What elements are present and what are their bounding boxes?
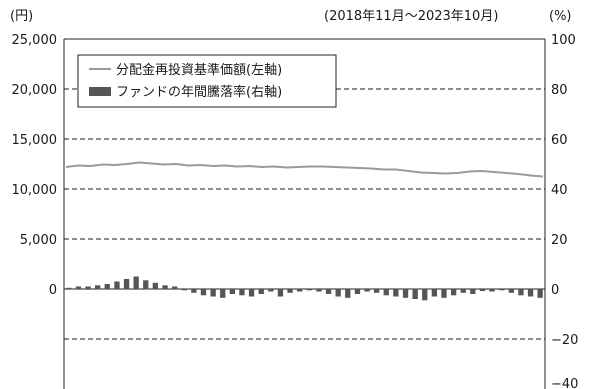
return-bar (335, 289, 341, 297)
return-bar (297, 289, 303, 292)
return-bar (412, 289, 418, 299)
return-bar (383, 289, 389, 296)
left-tick-label: 25,000 (12, 33, 58, 48)
return-bar (162, 285, 168, 290)
legend-bar-swatch (89, 87, 111, 96)
return-bar (460, 289, 466, 293)
right-unit-label: (%) (549, 9, 572, 24)
right-tick-label: 0 (551, 283, 559, 298)
return-bar (393, 289, 399, 297)
return-bar (229, 289, 235, 294)
price-line-layer (65, 161, 544, 178)
legend-box (77, 54, 337, 108)
return-bar (123, 279, 130, 289)
tick-labels: 25,000 20,000 15,000 10,000 5,000 0 100 80 60 40 2… (12, 33, 579, 389)
return-bar (220, 289, 226, 298)
return-bars (66, 276, 543, 301)
return-bar (451, 289, 457, 296)
gridlines (64, 88, 545, 340)
return-bar (422, 289, 428, 301)
legend-label-price: 分配金再投資基準価額(左軸) (116, 62, 282, 78)
axes (63, 38, 546, 389)
return-bar (200, 289, 207, 296)
return-bar (287, 289, 293, 293)
return-bar (210, 289, 216, 297)
return-bar (133, 276, 139, 289)
return-bar (316, 289, 322, 292)
return-bar (431, 289, 437, 297)
return-bar (489, 289, 495, 292)
return-bar (172, 286, 178, 289)
return-bar (143, 280, 149, 290)
legend-label-return: ファンドの年間騰落率(右軸) (116, 84, 282, 100)
return-bar (402, 289, 409, 298)
right-tick-label: −20 (551, 333, 578, 348)
right-tick-label: 40 (551, 183, 568, 198)
return-bar (268, 289, 274, 292)
return-bar (354, 289, 361, 294)
return-bar (239, 289, 245, 296)
left-tick-label: 15,000 (12, 133, 58, 148)
return-bar (75, 286, 82, 289)
return-bar (508, 289, 514, 293)
return-bar (537, 289, 543, 298)
return-bar (325, 289, 332, 294)
return-bar (248, 289, 255, 297)
left-unit-label: (円) (10, 9, 33, 24)
left-tick-label: 0 (49, 283, 57, 298)
right-tick-label: 60 (551, 133, 568, 148)
return-bar (152, 282, 158, 290)
return-bar (277, 289, 284, 297)
right-tick-label: 100 (551, 33, 576, 48)
period-label: (2018年11月～2023年10月) (324, 9, 498, 24)
return-bar (527, 289, 534, 297)
return-bar (441, 289, 447, 298)
return-bar (85, 286, 91, 289)
return-bar (104, 284, 110, 289)
return-bar (66, 287, 72, 290)
return-bar (191, 289, 197, 293)
return-bar (518, 289, 524, 296)
return-bar (479, 289, 486, 291)
left-tick-label: 5,000 (20, 233, 57, 248)
return-bar (470, 289, 476, 294)
return-bar (345, 289, 351, 298)
left-tick-label: 10,000 (12, 183, 58, 198)
left-tick-label: 20,000 (12, 83, 58, 98)
return-bar (306, 289, 312, 291)
return-bar (95, 285, 101, 290)
return-bar (181, 289, 187, 291)
right-tick-label: 20 (551, 233, 568, 248)
return-bar (364, 289, 370, 292)
price-line (65, 161, 544, 178)
legend: 分配金再投資基準価額(左軸) ファンドの年間騰落率(右軸) (77, 54, 337, 108)
return-bar (258, 289, 264, 294)
right-tick-label: 80 (551, 83, 568, 98)
right-tick-label: −40 (551, 377, 578, 389)
return-bar (499, 289, 505, 291)
return-bar (374, 289, 380, 293)
return-bar (114, 281, 120, 289)
